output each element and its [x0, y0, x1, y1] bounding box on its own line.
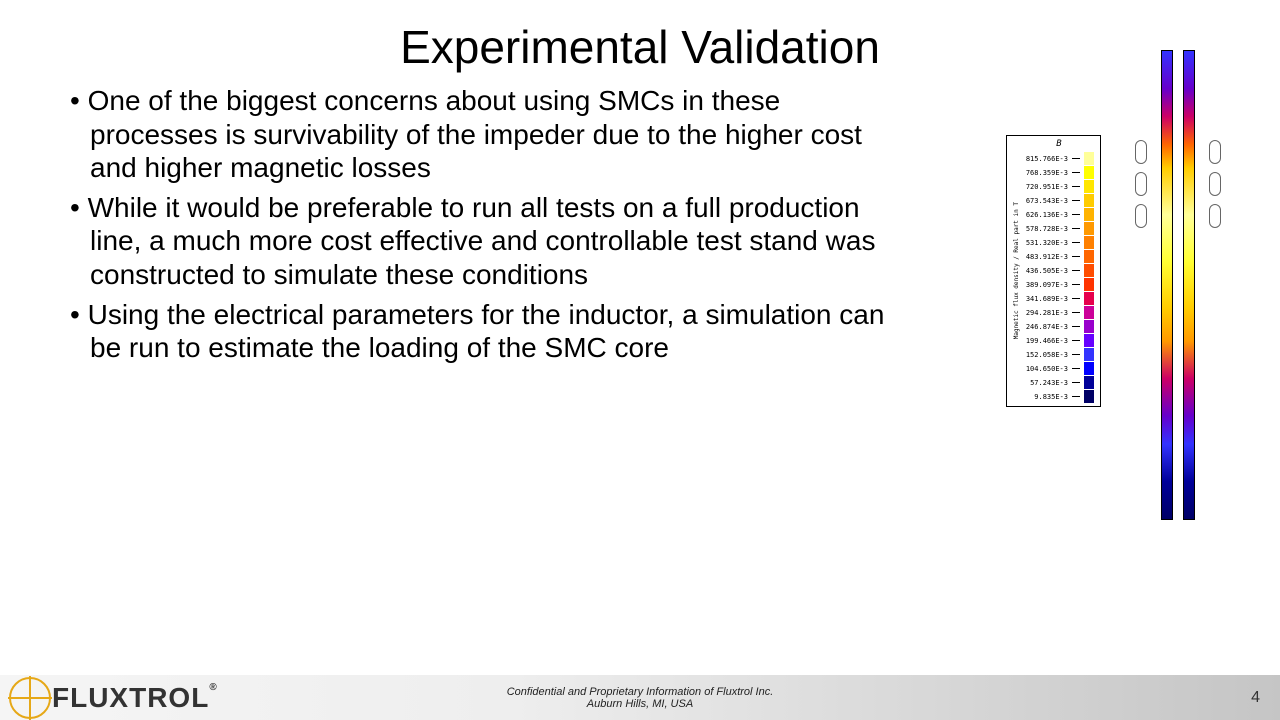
- legend-tick: [1072, 298, 1080, 299]
- legend-tick: [1072, 158, 1080, 159]
- legend-swatch: [1084, 390, 1094, 403]
- legend-value: 578.728E-3: [1024, 225, 1068, 233]
- legend-tick: [1072, 340, 1080, 341]
- sim-bar-left: [1161, 50, 1173, 520]
- legend-tick: [1072, 186, 1080, 187]
- legend-value: 483.912E-3: [1024, 253, 1068, 261]
- legend-value: 199.466E-3: [1024, 337, 1068, 345]
- legend-value: 294.281E-3: [1024, 309, 1068, 317]
- bullet-item: One of the biggest concerns about using …: [60, 84, 900, 185]
- bullet-list: One of the biggest concerns about using …: [50, 84, 900, 371]
- legend-value: 626.136E-3: [1024, 211, 1068, 219]
- legend-swatch: [1084, 334, 1094, 347]
- logo-icon: [8, 676, 52, 720]
- legend-swatch: [1084, 166, 1094, 179]
- legend-row: 531.320E-3: [1024, 236, 1094, 249]
- legend-row: 815.766E-3: [1024, 152, 1094, 165]
- simulation-bars: [1131, 50, 1225, 520]
- page-number: 4: [1251, 689, 1260, 707]
- marker-icon: [1209, 204, 1221, 228]
- legend-swatch: [1084, 320, 1094, 333]
- legend-tick: [1072, 284, 1080, 285]
- legend-row: 720.951E-3: [1024, 180, 1094, 193]
- legend-value: 720.951E-3: [1024, 183, 1068, 191]
- legend-tick: [1072, 200, 1080, 201]
- marker-icon: [1135, 204, 1147, 228]
- logo-text: FLUXTROL®: [52, 682, 218, 714]
- legend-row: 389.097E-3: [1024, 278, 1094, 291]
- legend-value: 9.835E-3: [1024, 393, 1068, 401]
- legend-tick: [1072, 172, 1080, 173]
- legend-swatch: [1084, 236, 1094, 249]
- legend-swatch: [1084, 180, 1094, 193]
- legend-swatch: [1084, 208, 1094, 221]
- legend-title: B: [1024, 139, 1094, 149]
- legend-swatch: [1084, 152, 1094, 165]
- legend-tick: [1072, 382, 1080, 383]
- legend-row: 626.136E-3: [1024, 208, 1094, 221]
- marker-icon: [1135, 172, 1147, 196]
- legend-swatch: [1084, 348, 1094, 361]
- legend-value: 768.359E-3: [1024, 169, 1068, 177]
- legend-swatch: [1084, 306, 1094, 319]
- legend-row: 57.243E-3: [1024, 376, 1094, 389]
- legend-tick: [1072, 228, 1080, 229]
- marker-icon: [1135, 140, 1147, 164]
- footer-confidential: Confidential and Proprietary Information…: [507, 686, 774, 710]
- marker-col-right: [1209, 140, 1221, 520]
- marker-col-left: [1135, 140, 1147, 520]
- legend-value: 246.874E-3: [1024, 323, 1068, 331]
- legend-tick: [1072, 256, 1080, 257]
- legend-row: 9.835E-3: [1024, 390, 1094, 403]
- legend-tick: [1072, 326, 1080, 327]
- legend-swatch: [1084, 222, 1094, 235]
- color-legend: Magnetic flux density / Real part in T B…: [1006, 135, 1101, 407]
- legend-swatch: [1084, 250, 1094, 263]
- legend-swatch: [1084, 194, 1094, 207]
- legend-swatch: [1084, 292, 1094, 305]
- legend-value: 673.543E-3: [1024, 197, 1068, 205]
- legend-row: 152.058E-3: [1024, 348, 1094, 361]
- legend-value: 389.097E-3: [1024, 281, 1068, 289]
- sim-bar-right: [1183, 50, 1195, 520]
- legend-tick: [1072, 368, 1080, 369]
- company-logo: FLUXTROL®: [0, 676, 218, 720]
- legend-tick: [1072, 214, 1080, 215]
- simulation-figure: Magnetic flux density / Real part in T B…: [1006, 50, 1225, 520]
- legend-value: 815.766E-3: [1024, 155, 1068, 163]
- legend-row: 199.466E-3: [1024, 334, 1094, 347]
- legend-tick: [1072, 312, 1080, 313]
- legend-row: 341.689E-3: [1024, 292, 1094, 305]
- slide-footer: FLUXTROL® Confidential and Proprietary I…: [0, 675, 1280, 720]
- legend-row: 294.281E-3: [1024, 306, 1094, 319]
- legend-swatch: [1084, 362, 1094, 375]
- legend-tick: [1072, 354, 1080, 355]
- legend-tick: [1072, 242, 1080, 243]
- legend-axis-label: Magnetic flux density / Real part in T: [1013, 202, 1020, 339]
- legend-tick: [1072, 396, 1080, 397]
- legend-row: 246.874E-3: [1024, 320, 1094, 333]
- legend-value: 341.689E-3: [1024, 295, 1068, 303]
- legend-value: 436.505E-3: [1024, 267, 1068, 275]
- legend-tick: [1072, 270, 1080, 271]
- marker-icon: [1209, 140, 1221, 164]
- legend-swatch: [1084, 376, 1094, 389]
- legend-swatch: [1084, 278, 1094, 291]
- legend-row: 483.912E-3: [1024, 250, 1094, 263]
- legend-row: 768.359E-3: [1024, 166, 1094, 179]
- legend-value: 152.058E-3: [1024, 351, 1068, 359]
- legend-value: 531.320E-3: [1024, 239, 1068, 247]
- bullet-item: Using the electrical parameters for the …: [60, 298, 900, 365]
- bullet-item: While it would be preferable to run all …: [60, 191, 900, 292]
- legend-value: 57.243E-3: [1024, 379, 1068, 387]
- legend-row: 436.505E-3: [1024, 264, 1094, 277]
- legend-row: 578.728E-3: [1024, 222, 1094, 235]
- legend-row: 673.543E-3: [1024, 194, 1094, 207]
- marker-icon: [1209, 172, 1221, 196]
- legend-row: 104.650E-3: [1024, 362, 1094, 375]
- legend-value: 104.650E-3: [1024, 365, 1068, 373]
- legend-swatch: [1084, 264, 1094, 277]
